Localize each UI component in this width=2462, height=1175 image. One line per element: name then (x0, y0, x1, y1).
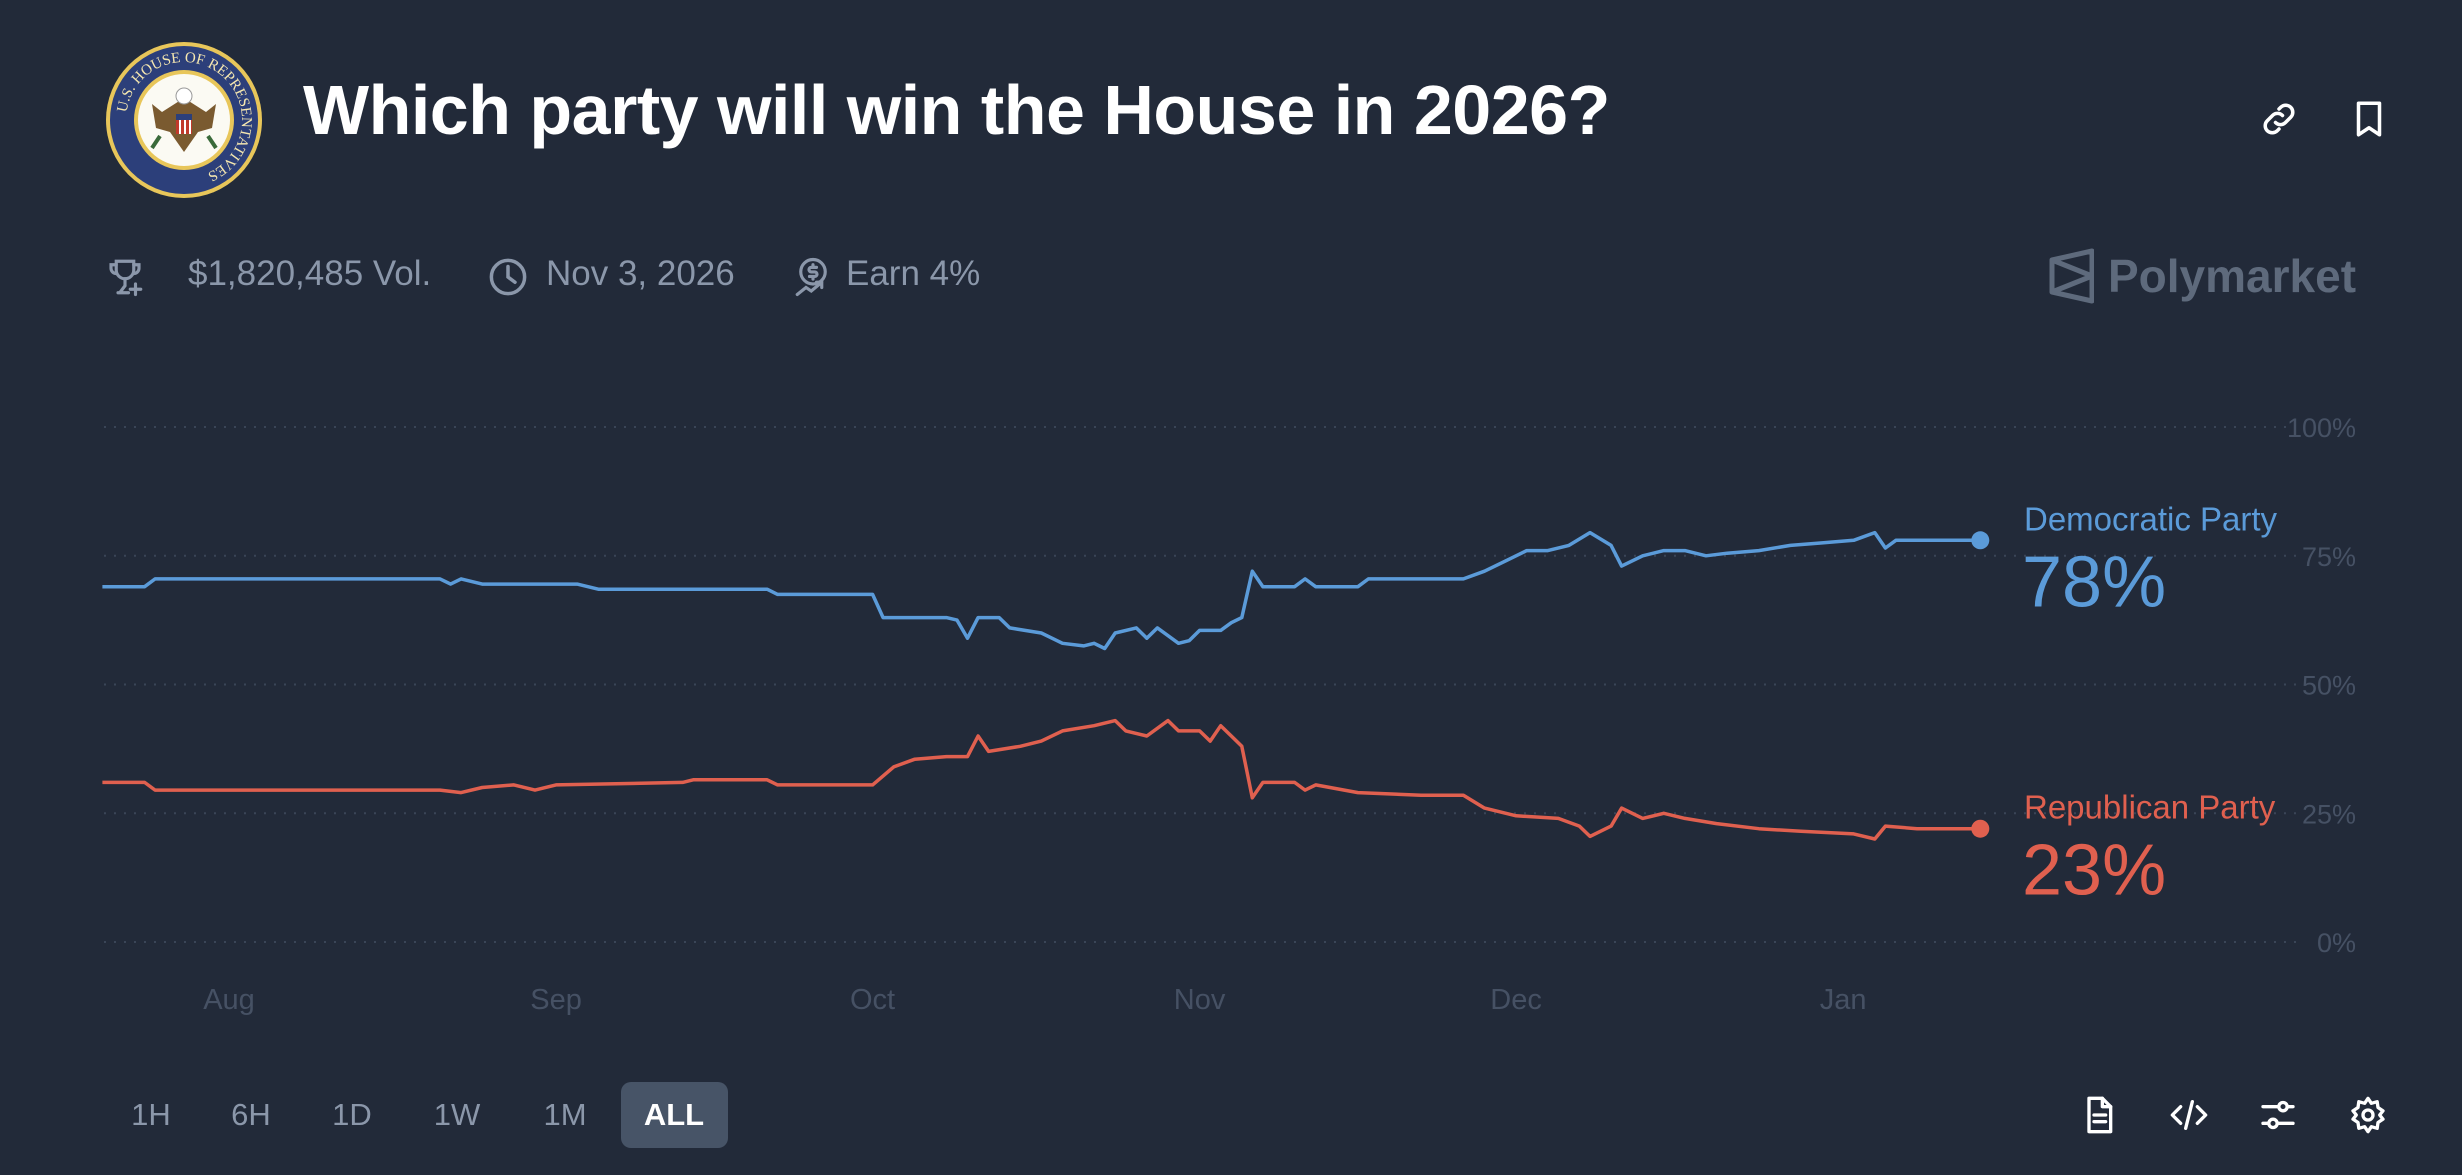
polymarket-logo: Polymarket (2048, 248, 2356, 304)
x-tick-label: Nov (1174, 984, 1226, 1016)
series-end-dot (1971, 531, 1990, 550)
legend-series-name: Democratic Party (2024, 500, 2278, 537)
time-range-1d[interactable]: 1D (332, 1097, 372, 1132)
legend-current-value: 78% (2022, 542, 2166, 622)
end-date-text: Nov 3, 2026 (546, 254, 735, 293)
y-tick-label: 100% (2287, 413, 2356, 443)
time-range-6h[interactable]: 6H (231, 1097, 271, 1132)
y-tick-label: 75% (2302, 542, 2356, 572)
x-tick-label: Aug (203, 984, 255, 1016)
y-tick-label: 0% (2317, 928, 2356, 958)
bookmark-icon[interactable] (2348, 98, 2390, 140)
series-line-democratic (102, 530, 1981, 651)
market-title: Which party will win the House in 2026? (303, 71, 1610, 149)
x-tick-label: Sep (530, 984, 582, 1016)
x-tick-label: Jan (1820, 984, 1867, 1016)
series-line-republican (102, 718, 1981, 841)
sliders-icon[interactable] (2258, 1095, 2298, 1135)
earn-text: Earn 4% (846, 254, 981, 293)
y-tick-label: 25% (2302, 799, 2356, 829)
polymarket-wordmark: Polymarket (2108, 250, 2357, 302)
x-tick-label: Oct (850, 984, 895, 1016)
clock-icon (487, 256, 529, 298)
legend-current-value: 23% (2022, 831, 2166, 911)
polymarket-mark-icon (2049, 248, 2094, 304)
settings-gear-icon[interactable] (2348, 1095, 2388, 1135)
volume-text: $1,820,485 Vol. (188, 254, 432, 293)
time-range-1w[interactable]: 1W (433, 1097, 481, 1132)
price-chart: 100% 75% 50% 25% 0% Aug Sep Oct Nov Dec Jan Democ… (102, 413, 2356, 1016)
document-icon[interactable] (2079, 1095, 2119, 1135)
time-range-1m[interactable]: 1M (543, 1097, 587, 1132)
link-icon[interactable] (2258, 98, 2300, 140)
house-seal-logo: U.S. HOUSE OF REPRESENTATIVES (104, 40, 264, 200)
legend-series-name: Republican Party (2024, 789, 2276, 826)
trophy-icon (104, 256, 146, 298)
code-embed-icon[interactable] (2169, 1095, 2209, 1135)
time-range-1h[interactable]: 1H (131, 1097, 171, 1132)
series-end-dot (1971, 819, 1990, 838)
earn-dollar-icon (792, 256, 834, 298)
time-range-all[interactable]: ALL (620, 1082, 728, 1148)
y-tick-label: 50% (2302, 671, 2356, 701)
x-tick-label: Dec (1490, 984, 1542, 1016)
